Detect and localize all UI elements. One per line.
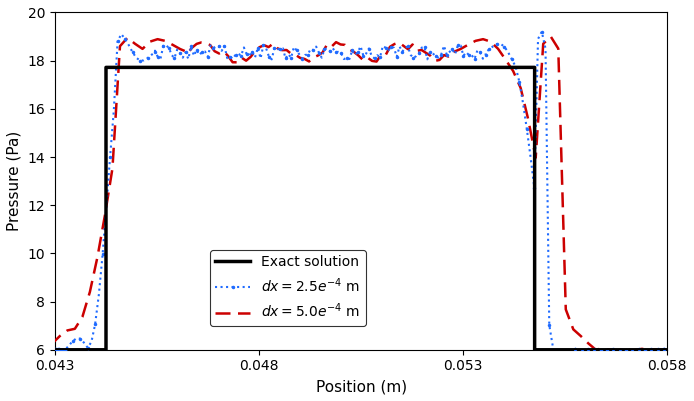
$dx = 2.5e^{-4}$ m bbox=[482, 53, 490, 58]
Legend: Exact solution, $dx = 2.5e^{-4}$ m, $dx = 5.0e^{-4}$ m: Exact solution, $dx = 2.5e^{-4}$ m, $dx … bbox=[210, 250, 366, 326]
Line: $dx = 2.5e^{-4}$ m: $dx = 2.5e^{-4}$ m bbox=[53, 30, 670, 363]
$dx = 5.0e^{-4}$ m bbox=[44, 348, 52, 353]
$dx = 2.5e^{-4}$ m bbox=[616, 348, 624, 353]
$dx = 2.5e^{-4}$ m bbox=[214, 44, 223, 49]
$dx = 2.5e^{-4}$ m bbox=[504, 50, 512, 55]
$dx = 2.5e^{-4}$ m bbox=[106, 154, 115, 159]
$dx = 2.5e^{-4}$ m bbox=[51, 348, 59, 352]
$dx = 5.0e^{-4}$ m bbox=[457, 47, 465, 51]
Exact solution bbox=[102, 65, 110, 70]
$dx = 5.0e^{-4}$ m bbox=[332, 40, 340, 45]
Exact solution bbox=[663, 347, 672, 352]
$dx = 5.0e^{-4}$ m bbox=[413, 49, 421, 53]
$dx = 5.0e^{-4}$ m bbox=[663, 348, 672, 353]
Y-axis label: Pressure (Pa): Pressure (Pa) bbox=[7, 131, 22, 231]
$dx = 5.0e^{-4}$ m bbox=[278, 48, 286, 53]
Exact solution bbox=[51, 347, 59, 352]
$dx = 2.5e^{-4}$ m bbox=[523, 126, 531, 131]
$dx = 5.0e^{-4}$ m bbox=[502, 57, 510, 62]
$dx = 2.5e^{-4}$ m bbox=[538, 29, 546, 34]
$dx = 5.0e^{-4}$ m bbox=[51, 348, 59, 352]
Exact solution bbox=[102, 347, 110, 352]
$dx = 5.0e^{-4}$ m bbox=[547, 34, 555, 39]
$dx = 2.5e^{-4}$ m bbox=[560, 359, 568, 364]
$dx = 5.0e^{-4}$ m bbox=[188, 45, 196, 50]
$dx = 2.5e^{-4}$ m bbox=[663, 348, 672, 353]
X-axis label: Position (m): Position (m) bbox=[316, 379, 407, 394]
Line: Exact solution: Exact solution bbox=[55, 67, 668, 350]
Exact solution bbox=[530, 65, 539, 70]
Exact solution bbox=[530, 347, 539, 352]
Line: $dx = 5.0e^{-4}$ m: $dx = 5.0e^{-4}$ m bbox=[45, 36, 668, 351]
